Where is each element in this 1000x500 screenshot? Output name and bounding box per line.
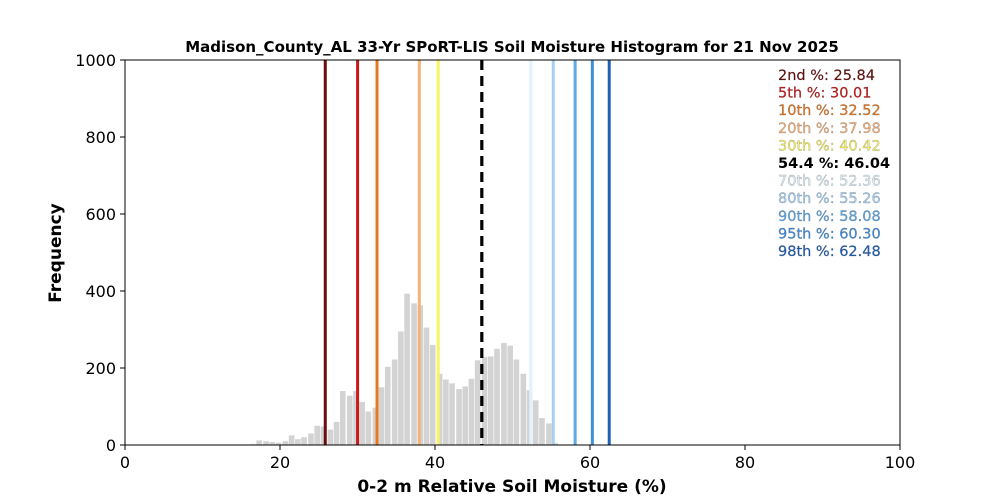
histogram-bar: [501, 342, 507, 445]
y-tick-label: 200: [85, 359, 116, 378]
histogram-bar: [532, 400, 539, 445]
histogram-bar: [456, 389, 462, 445]
histogram-bar: [488, 356, 494, 445]
histogram-bar: [275, 442, 282, 445]
histogram-bar: [391, 359, 398, 445]
histogram-bar: [520, 373, 527, 445]
histogram-bar: [365, 411, 372, 445]
legend-entry: 70th %: 52.36: [778, 174, 881, 190]
histogram-bar: [481, 357, 488, 445]
histogram-bar: [404, 293, 410, 445]
y-axis-label: Frequency: [46, 203, 66, 303]
histogram-bar: [256, 440, 262, 445]
plot-frame: [124, 59, 901, 446]
x-tick-label: 80: [735, 453, 755, 472]
legend-entry: 54.4 %: 46.04: [778, 156, 890, 172]
histogram-bar: [552, 443, 558, 445]
histogram-bar: [288, 435, 295, 446]
histogram-bar: [423, 327, 430, 445]
histogram-bar: [346, 395, 353, 445]
legend-entry: 10th %: 32.52: [778, 103, 881, 119]
legend-entry: 30th %: 40.42: [778, 138, 881, 154]
chart-title: Madison_County_AL 33-Yr SPoRT-LIS Soil M…: [185, 38, 839, 56]
histogram-bar: [462, 386, 469, 445]
histogram-bar: [411, 303, 417, 445]
legend-entry: 20th %: 37.98: [778, 121, 881, 137]
histogram-bar: [295, 439, 301, 445]
histogram-bar: [429, 344, 436, 445]
histogram-bar: [327, 429, 334, 445]
histogram-bar: [449, 383, 455, 445]
x-tick-label: 100: [885, 453, 916, 472]
histogram-bar: [443, 379, 449, 445]
histogram-bar: [301, 437, 307, 445]
y-tick-label: 800: [85, 128, 116, 147]
histogram-bar: [269, 441, 276, 445]
x-tick-label: 0: [120, 453, 130, 472]
y-tick-label: 0: [106, 436, 116, 455]
histogram-bar: [546, 423, 552, 445]
histogram-bar: [494, 348, 500, 445]
histogram-bar: [398, 331, 404, 445]
x-tick-label: 40: [425, 453, 445, 472]
legend-entry: 80th %: 55.26: [778, 191, 881, 207]
y-axis-ticks: 0 200 400 600 800 1000: [75, 51, 125, 455]
histogram-bar: [474, 360, 481, 445]
histogram-bar: [513, 359, 520, 445]
histogram-bar: [384, 366, 391, 445]
histogram-bar: [320, 426, 327, 445]
histogram-bar: [372, 407, 379, 445]
legend-entry: 5th %: 30.01: [778, 86, 872, 102]
histogram-bar: [308, 433, 314, 445]
legend-entry: 95th %: 60.30: [778, 226, 881, 242]
histogram-bar: [468, 378, 475, 445]
y-tick-label: 600: [85, 205, 116, 224]
histogram-bar: [539, 418, 545, 445]
histogram-bar: [378, 387, 385, 445]
histogram-bar: [314, 425, 320, 445]
percentile-lines: [323, 60, 611, 445]
y-tick-label: 400: [85, 282, 116, 301]
histogram-bar: [359, 401, 365, 445]
x-axis-ticks: 0 20 40 60 80 100: [120, 445, 915, 472]
y-tick-label: 1000: [75, 51, 116, 70]
histogram-bar: [333, 421, 340, 445]
histogram-bar: [339, 391, 346, 445]
x-tick-label: 60: [580, 453, 600, 472]
x-axis-label: 0-2 m Relative Soil Moisture (%): [357, 477, 666, 497]
histogram-bars: [250, 293, 558, 446]
legend-entry: 90th %: 58.08: [778, 209, 881, 225]
histogram-bar: [507, 345, 513, 445]
legend-entry: 2nd %: 25.84: [778, 68, 875, 84]
x-tick-label: 20: [270, 453, 290, 472]
histogram-bar: [263, 441, 269, 445]
histogram-bar: [353, 391, 359, 445]
legend-entry: 98th %: 62.48: [778, 244, 881, 260]
histogram-bar: [282, 441, 289, 445]
